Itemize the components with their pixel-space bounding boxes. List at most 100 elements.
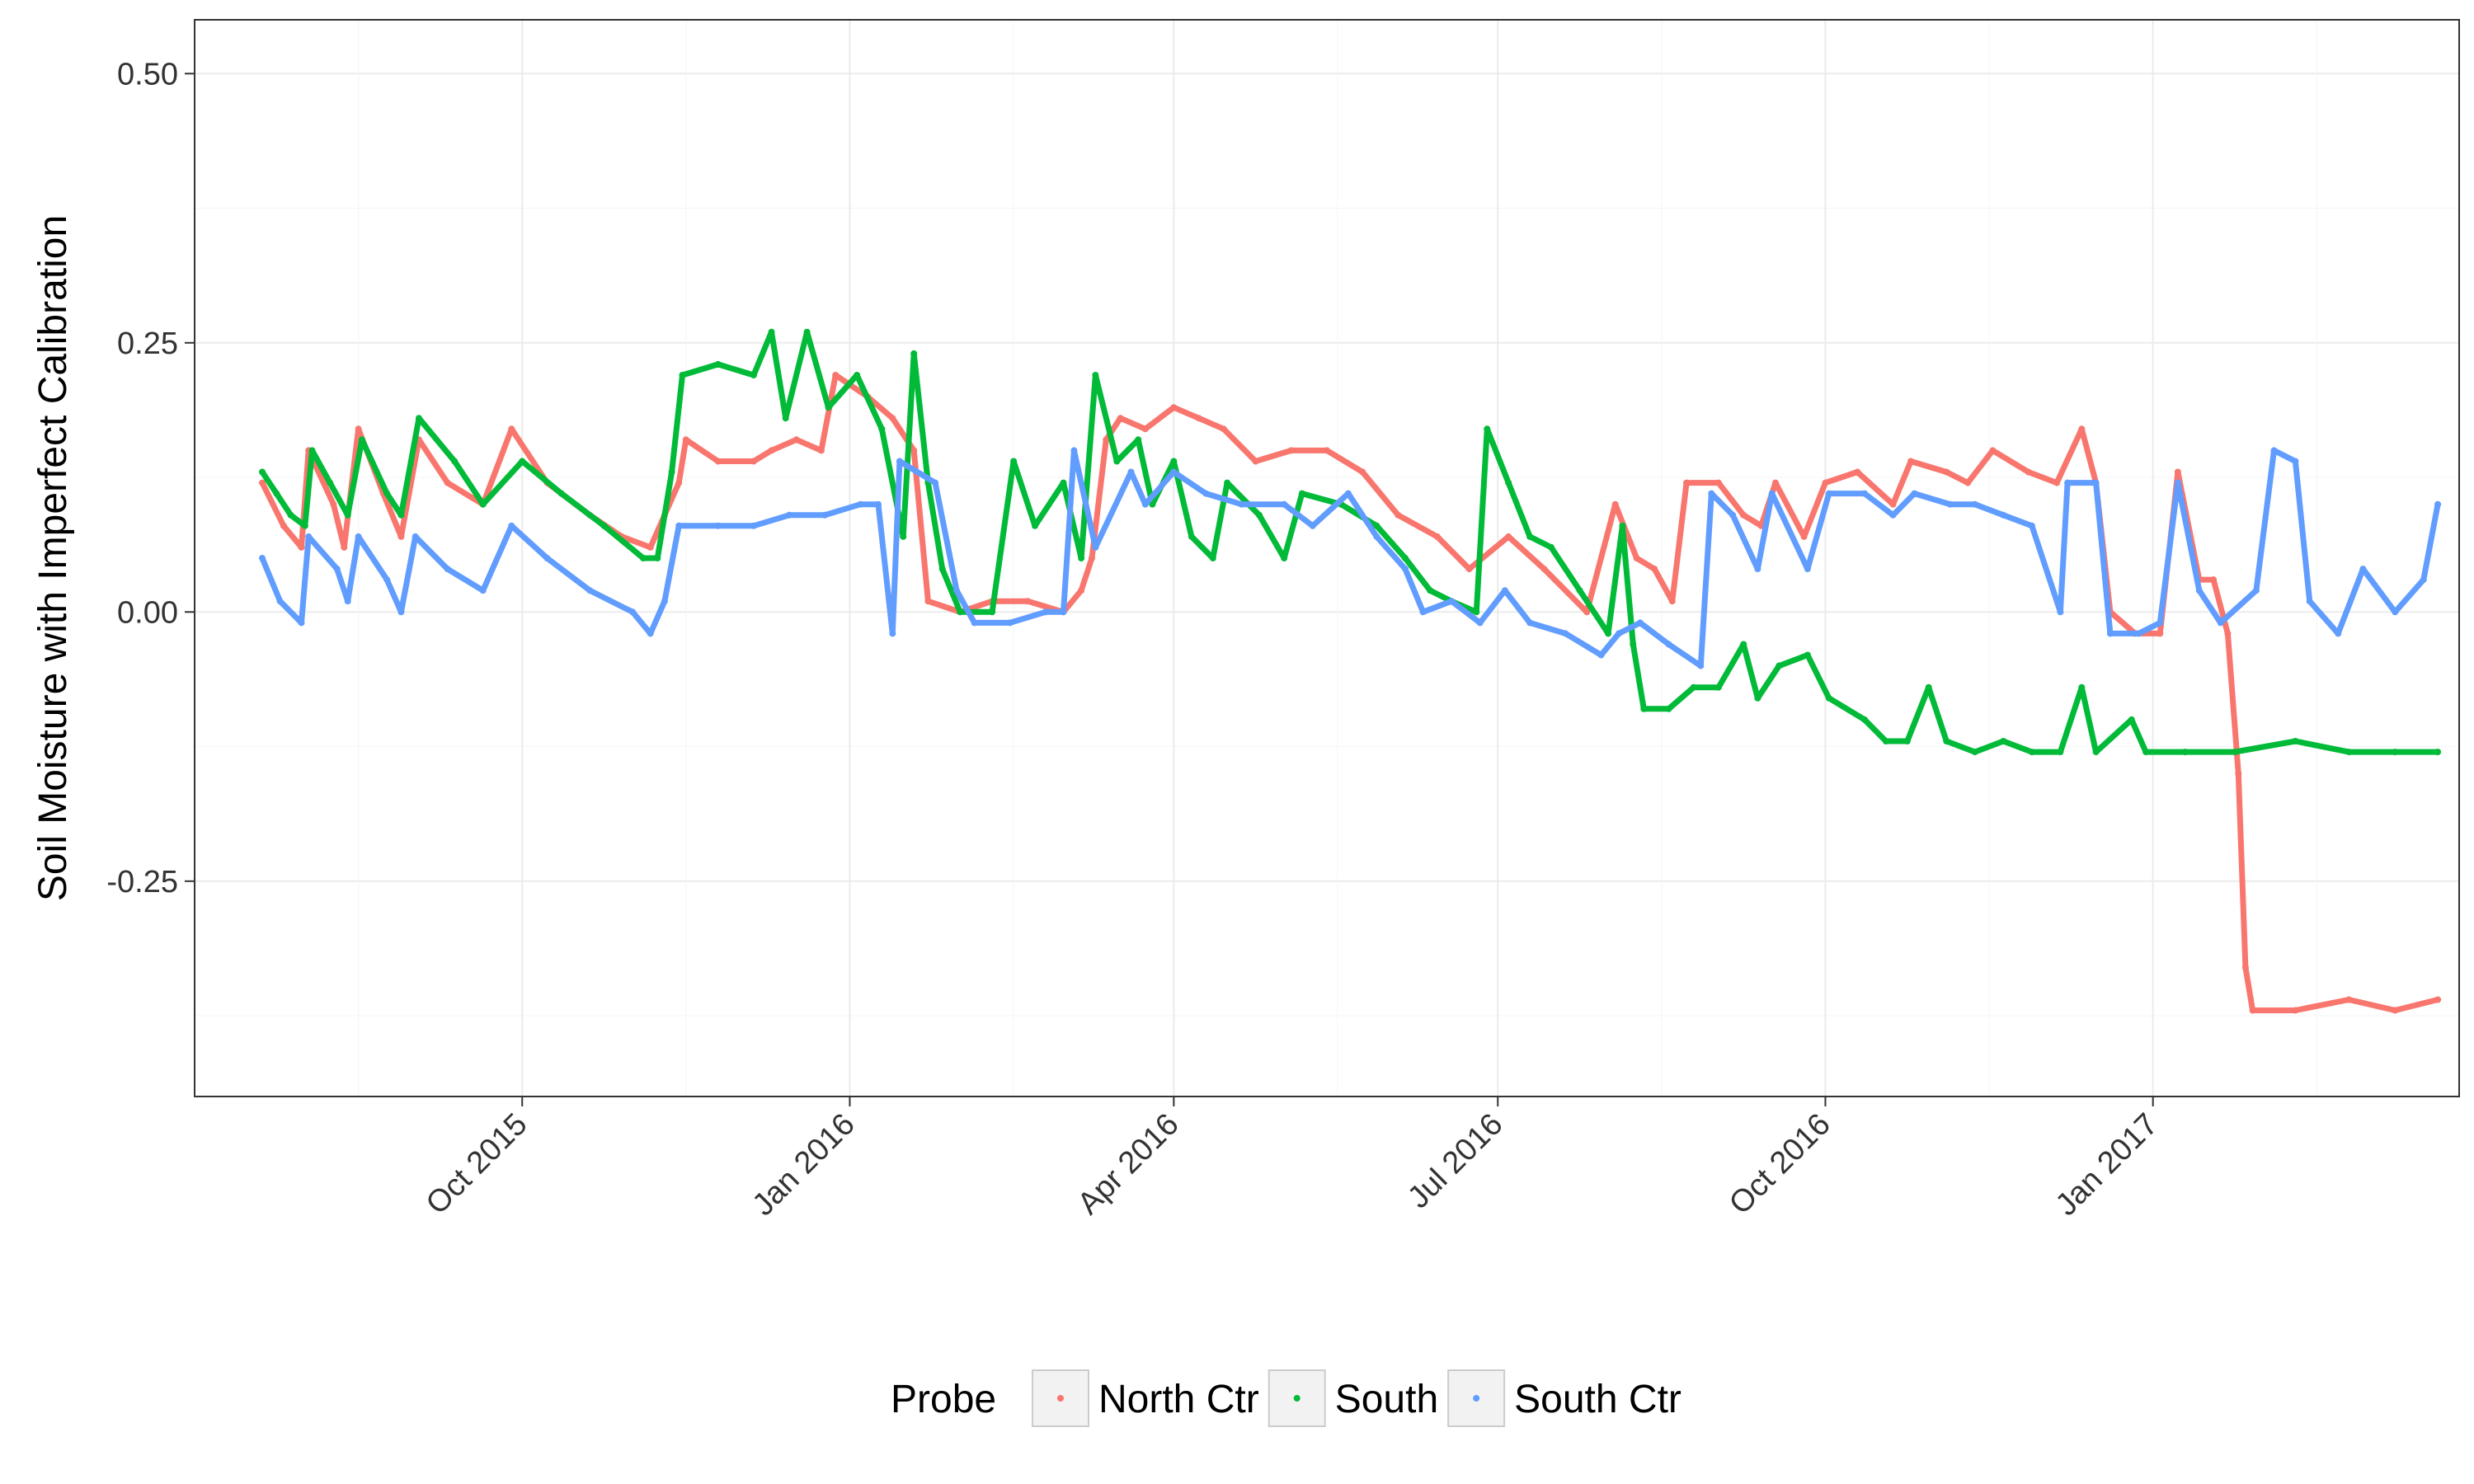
data-point (1943, 738, 1950, 744)
data-point (910, 447, 918, 454)
data-point (2078, 425, 2086, 433)
data-point (1238, 500, 1245, 508)
data-point (557, 490, 565, 497)
y-axis: 0.50 0.25 0.00 -0.25 (106, 57, 195, 899)
data-point (1224, 479, 1231, 486)
data-point (768, 447, 775, 454)
data-point (2028, 749, 2035, 756)
data-point (1611, 500, 1619, 508)
data-point (1465, 566, 1473, 573)
data-point (1298, 490, 1305, 497)
data-point (1772, 479, 1779, 486)
data-point (647, 630, 654, 637)
data-point (825, 404, 832, 411)
data-point (600, 522, 608, 529)
data-point (2392, 608, 2399, 616)
x-tick-label: Jul 2016 (1401, 1107, 1509, 1215)
data-point (2292, 738, 2299, 744)
legend-item-south: South (1268, 1369, 1438, 1427)
data-point (2434, 749, 2442, 756)
data-point (821, 511, 829, 519)
data-point (714, 458, 722, 465)
data-point (397, 608, 405, 616)
plot-border (194, 19, 2460, 1097)
data-point (2064, 479, 2072, 486)
series-south (259, 328, 2442, 756)
data-point (1209, 555, 1216, 561)
x-tick-label: Jan 2016 (746, 1107, 862, 1223)
data-point (1448, 598, 1456, 605)
data-point (1630, 641, 1637, 648)
data-point (1252, 458, 1259, 465)
data-point (1768, 490, 1776, 497)
data-point (1188, 533, 1195, 540)
data-point (1344, 490, 1352, 497)
data-point (2345, 749, 2353, 756)
data-point (519, 458, 526, 465)
data-point (932, 479, 939, 486)
data-point (714, 360, 722, 368)
data-point (2392, 749, 2399, 756)
data-point (2235, 770, 2242, 777)
data-point (1505, 479, 1512, 486)
data-point (668, 468, 675, 476)
data-point (383, 576, 391, 584)
data-point (355, 533, 362, 540)
x-tick-label: Oct 2016 (1723, 1107, 1837, 1222)
data-point (1484, 425, 1491, 433)
data-point (1089, 555, 1095, 561)
legend-label: North Ctr (1098, 1378, 1259, 1421)
data-point (924, 598, 932, 605)
data-point (2025, 468, 2032, 476)
data-point (1907, 458, 1915, 465)
data-point (508, 425, 515, 433)
data-point (675, 479, 683, 486)
data-point (2128, 716, 2135, 723)
data-point (1619, 522, 1626, 529)
data-point (1032, 522, 1038, 529)
data-point (1911, 490, 1918, 497)
legend-swatch (1473, 1395, 1480, 1402)
data-point (344, 511, 351, 519)
data-point (896, 458, 903, 465)
data-point (2078, 683, 2086, 691)
series-south-ctr (259, 447, 2442, 669)
data-point (2210, 576, 2218, 584)
data-point (2249, 1007, 2256, 1014)
data-point (679, 372, 686, 378)
data-point (2053, 479, 2061, 486)
legend-item-north-ctr: North Ctr (1032, 1369, 1259, 1427)
data-point (1540, 566, 1548, 573)
data-point (341, 543, 348, 551)
data-point (305, 533, 313, 540)
data-point (1501, 587, 1508, 594)
data-point (2195, 587, 2203, 594)
data-point (714, 522, 722, 529)
data-point (1548, 543, 1554, 551)
y-tick-label: 0.50 (117, 57, 178, 92)
data-point (1092, 543, 1099, 551)
data-point (1402, 555, 1409, 561)
data-point (1651, 566, 1658, 573)
data-point (768, 328, 775, 336)
data-point (1024, 598, 1032, 605)
data-point (1078, 555, 1085, 561)
data-point (2434, 996, 2442, 1003)
data-point (2157, 619, 2164, 627)
data-point (1042, 608, 1049, 616)
data-point (2292, 1007, 2299, 1014)
data-point (1989, 447, 1997, 454)
data-point (308, 447, 316, 454)
x-tick-label: Jan 2017 (2049, 1107, 2165, 1223)
x-tick-label: Oct 2015 (420, 1107, 534, 1222)
data-point (654, 555, 661, 561)
data-point (2392, 1007, 2399, 1014)
data-point (259, 555, 266, 561)
data-point (1103, 436, 1110, 444)
data-point (298, 619, 305, 627)
data-point (786, 511, 793, 519)
data-point (259, 468, 266, 476)
data-point (1903, 738, 1911, 744)
data-point (989, 608, 996, 616)
data-point (1202, 490, 1210, 497)
